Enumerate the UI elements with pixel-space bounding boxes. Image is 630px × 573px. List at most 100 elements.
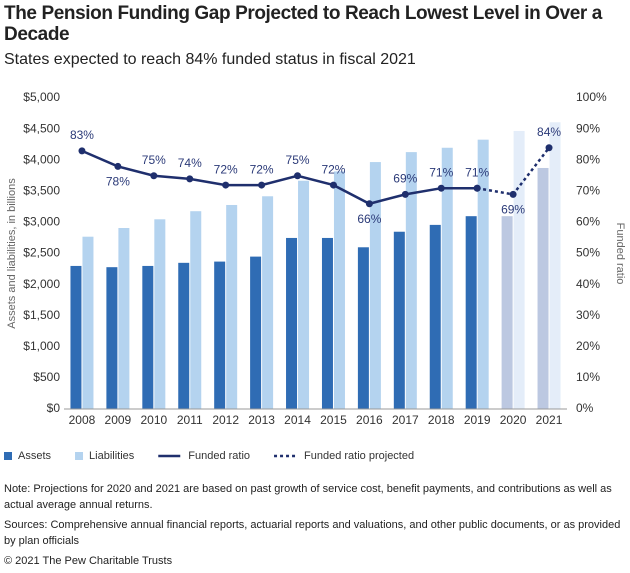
y-tick-label: $5,000 (23, 90, 60, 104)
x-tick-label: 2019 (464, 413, 491, 427)
y-tick-label: $3,000 (23, 215, 60, 229)
bar (142, 265, 154, 409)
bar (441, 147, 453, 409)
y-tick-label: $500 (33, 370, 60, 384)
data-label: 72% (321, 162, 345, 176)
bar (357, 247, 369, 409)
y-tick-label: $1,500 (23, 308, 60, 322)
y-tick-label: $2,000 (23, 277, 60, 291)
data-label: 74% (178, 156, 202, 170)
bar (70, 265, 82, 409)
bar (154, 219, 166, 409)
bar (226, 204, 238, 409)
y2-tick-label: 70% (576, 183, 600, 197)
legend-label: Liabilities (89, 450, 135, 462)
data-label: 84% (537, 125, 561, 139)
x-tick-label: 2008 (69, 413, 96, 427)
y2-tick-label: 90% (576, 121, 600, 135)
point (222, 181, 230, 189)
bar (333, 171, 345, 409)
x-tick-label: 2020 (500, 413, 527, 427)
y-axis-title: Assets and liabilities, in billions (6, 178, 18, 329)
bar (250, 256, 262, 409)
data-label: 75% (286, 153, 310, 167)
x-tick-label: 2015 (320, 413, 347, 427)
point (473, 184, 481, 192)
x-tick-label: 2009 (105, 413, 132, 427)
data-label: 71% (465, 165, 489, 179)
data-label: 69% (501, 203, 525, 217)
y2-tick-label: 40% (576, 277, 600, 291)
bar (106, 267, 118, 409)
x-tick-label: 2011 (177, 413, 203, 427)
bar (298, 180, 310, 409)
y-tick-label: $2,500 (23, 246, 60, 260)
point (437, 184, 445, 192)
bar (393, 231, 405, 409)
y-tick-label: $4,500 (23, 121, 60, 135)
y-tick-label: $1,000 (23, 339, 60, 353)
bar (501, 216, 513, 409)
bar (118, 227, 130, 409)
point (545, 144, 553, 152)
bar (477, 139, 489, 409)
x-tick-label: 2017 (392, 413, 419, 427)
y2-tick-label: 30% (576, 308, 600, 322)
bar (190, 211, 202, 409)
data-label: 72% (250, 162, 274, 176)
x-tick-label: 2014 (284, 413, 311, 427)
point (294, 172, 302, 180)
x-tick-label: 2021 (536, 413, 563, 427)
bar (513, 130, 525, 409)
bar (549, 122, 561, 410)
y2-tick-label: 0% (576, 401, 594, 415)
legend-label: Funded ratio projected (304, 450, 414, 462)
bar (405, 152, 417, 409)
x-tick-label: 2010 (140, 413, 167, 427)
y-tick-label: $0 (47, 401, 61, 415)
bar (82, 236, 94, 409)
y2-tick-label: 20% (576, 339, 600, 353)
bar (286, 237, 298, 409)
bar (214, 261, 226, 409)
legend-label: Assets (18, 450, 52, 462)
point (329, 181, 337, 189)
chart-title: The Pension Funding Gap Projected to Rea… (4, 3, 602, 45)
bar (537, 167, 549, 409)
bar (321, 237, 333, 409)
y2-tick-label: 80% (576, 152, 600, 166)
note: Note: Projections for 2020 and 2021 are … (4, 483, 612, 511)
legend-swatch (4, 452, 12, 460)
data-label: 66% (357, 212, 381, 226)
line (81, 149, 478, 206)
point (365, 200, 373, 208)
bar (262, 196, 274, 409)
bar (465, 216, 477, 409)
y2-tick-label: 50% (576, 246, 600, 260)
data-label: 69% (393, 172, 417, 186)
x-tick-label: 2013 (248, 413, 275, 427)
y2-tick-label: 10% (576, 370, 600, 384)
x-tick-label: 2016 (356, 413, 383, 427)
y-tick-label: $3,500 (23, 183, 60, 197)
point (186, 175, 194, 183)
point (258, 181, 266, 189)
legend-swatch (75, 452, 84, 460)
x-tick-label: 2018 (428, 413, 455, 427)
data-label: 75% (142, 153, 166, 167)
bar (369, 162, 381, 409)
sources: Sources: Comprehensive annual financial … (4, 519, 621, 547)
legend-label: Funded ratio (188, 450, 250, 462)
point (78, 147, 86, 155)
data-label: 72% (214, 162, 238, 176)
y2-tick-label: 60% (576, 215, 600, 229)
y-tick-label: $4,000 (23, 152, 60, 166)
point (509, 190, 517, 198)
y2-axis-title: Funded ratio (614, 223, 626, 285)
data-label: 78% (106, 175, 130, 189)
data-label: 71% (429, 165, 453, 179)
point (401, 190, 409, 198)
copyright: © 2021 The Pew Charitable Trusts (4, 555, 173, 567)
